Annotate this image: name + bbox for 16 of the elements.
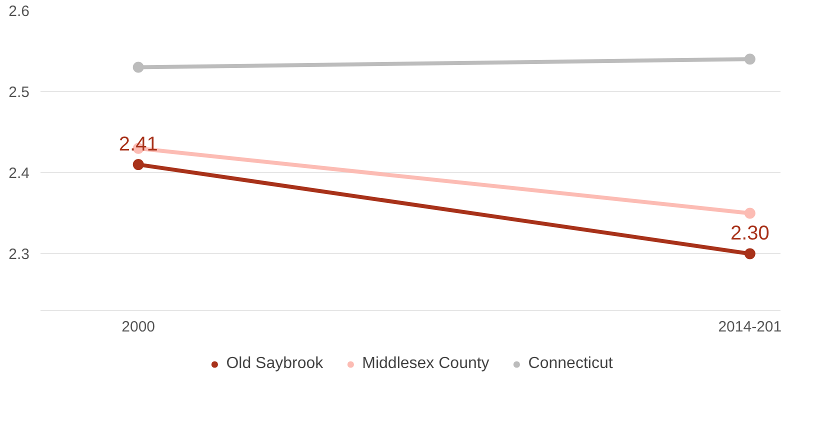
data-label: 2.41: [118, 134, 158, 156]
legend-label: Old Saybrook: [226, 355, 324, 373]
point: [744, 54, 756, 65]
y-tick-label: 2.3: [8, 246, 30, 264]
point: [132, 62, 144, 73]
y-tick-label: 2.4: [8, 165, 30, 182]
point: [744, 248, 756, 260]
y-tick-label: 2.5: [8, 84, 30, 102]
y-tick-label: 2.6: [8, 3, 30, 20]
legend-label: Middlesex County: [362, 355, 490, 373]
point: [744, 208, 756, 219]
x-tick-label: 2014-201: [718, 318, 782, 336]
x-tick-label: 2000: [122, 318, 156, 336]
point: [132, 159, 144, 170]
legend-label: Connecticut: [528, 355, 613, 373]
data-label: 2.30: [730, 222, 770, 245]
